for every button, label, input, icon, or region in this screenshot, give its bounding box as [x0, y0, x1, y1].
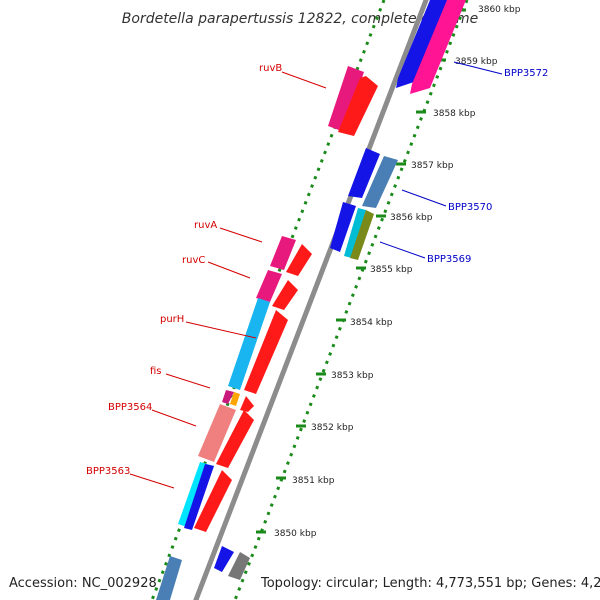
- gene-label-bpp3564: BPP3564: [108, 402, 152, 413]
- tick-label: 3859 kbp: [455, 57, 498, 67]
- gene-label-bpp3569: BPP3569: [427, 254, 471, 265]
- genome-axis: [193, 0, 429, 600]
- gene-feature-bpp3570: [348, 148, 398, 208]
- tick-labels: 3860 kbp 3859 kbp 3858 kbp 3857 kbp 3856…: [274, 5, 521, 539]
- tick-label: 3853 kbp: [331, 371, 374, 381]
- gene-label-purh: purH: [160, 314, 184, 325]
- tick-label: 3851 kbp: [292, 476, 335, 486]
- map-title: Bordetella parapertussis 12822, complete…: [122, 11, 478, 27]
- gene-feature-bottom-left: [156, 546, 250, 600]
- gene-label-bpp3570: BPP3570: [448, 202, 492, 213]
- gene-feature-bpp3564: [198, 404, 254, 468]
- gene-label-ruvc: ruvC: [182, 255, 205, 266]
- tick-label: 3854 kbp: [350, 318, 393, 328]
- gene-feature-bpp3569: [330, 202, 374, 260]
- gene-label-bpp3572: BPP3572: [504, 68, 548, 79]
- tick-label: 3857 kbp: [411, 161, 454, 171]
- gene-feature-ruvc: [256, 270, 298, 310]
- accession-text: Accession: NC_002928: [9, 576, 157, 591]
- tick-label: 3856 kbp: [390, 213, 433, 223]
- gene-feature-purh: [228, 298, 288, 394]
- gene-feature-ruva: [270, 236, 312, 276]
- tick-label: 3860 kbp: [478, 5, 521, 15]
- gene-label-group: ruvB ruvA ruvC purH fis BPP3564 BPP3563 …: [86, 61, 548, 489]
- topology-text: Topology: circular; Length: 4,773,551 bp…: [260, 576, 600, 591]
- tick-label: 3850 kbp: [274, 529, 317, 539]
- tick-label: 3852 kbp: [311, 423, 354, 433]
- gene-label-ruvb: ruvB: [259, 63, 282, 74]
- gene-feature-bpp3563: [178, 462, 232, 532]
- tick-label: 3855 kbp: [370, 265, 413, 275]
- gene-feature-fis: [222, 390, 254, 412]
- gene-label-fis: fis: [150, 366, 162, 377]
- tick-label: 3858 kbp: [433, 109, 476, 119]
- gene-label-bpp3563: BPP3563: [86, 466, 130, 477]
- gene-label-ruva: ruvA: [194, 220, 217, 231]
- gene-feature-bpp3572: [396, 0, 466, 94]
- gene-feature-ruvb: [328, 66, 378, 136]
